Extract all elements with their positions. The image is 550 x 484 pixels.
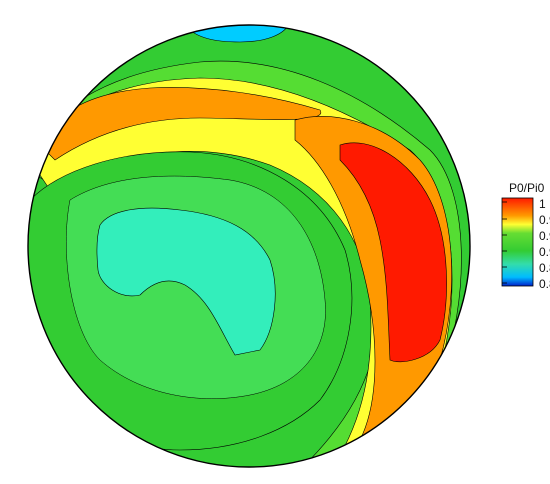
- band-cyan-top: [184, 25, 291, 43]
- colorbar-tick-label: 0.94: [539, 229, 550, 243]
- colorbar-tick-label: 0.88: [539, 261, 550, 275]
- colorbar-tick-label: 0.91: [539, 245, 550, 259]
- colorbar-tick-label: 0.97: [539, 213, 550, 227]
- band-red: [339, 142, 447, 363]
- colorbar: [501, 197, 534, 287]
- colorbar-ticks: [502, 201, 507, 284]
- contour-field: [28, 25, 470, 467]
- colorbar-tick-label: 1: [539, 197, 546, 211]
- colorbar-tick-label: 0.85: [539, 277, 550, 291]
- colorbar-title: P0/Pi0: [509, 181, 545, 195]
- domain-boundary: [27, 24, 471, 468]
- band-orange-top: [39, 87, 322, 161]
- band-cyan-core: [96, 207, 276, 356]
